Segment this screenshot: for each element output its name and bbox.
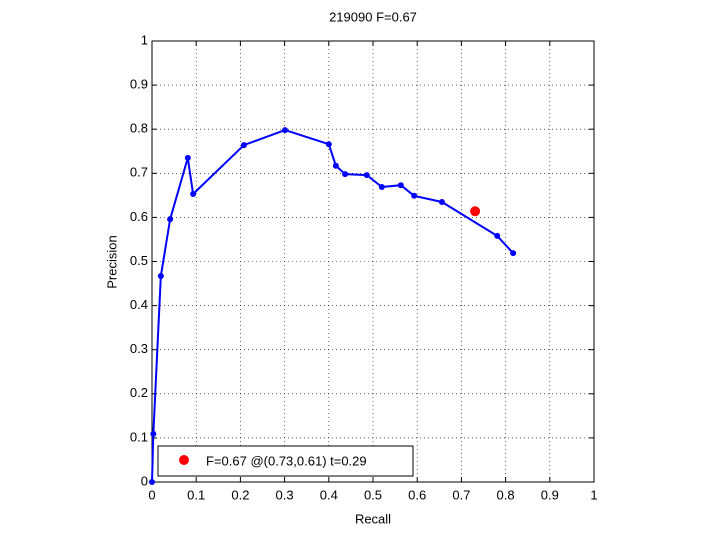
y-tick-label: 1	[141, 32, 148, 47]
x-tick-label: 0.3	[276, 487, 294, 502]
point	[150, 430, 157, 437]
y-tick-label: 0.7	[130, 165, 148, 180]
x-tick-label: 0.6	[408, 487, 426, 502]
x-tick-label: 1	[590, 487, 597, 502]
y-tick-label: 0.6	[130, 209, 148, 224]
x-tick-label: 0.2	[231, 487, 249, 502]
point	[332, 162, 339, 169]
point	[378, 183, 385, 190]
x-axis-label: Recall	[355, 511, 391, 526]
y-axis-label: Precision	[104, 235, 119, 288]
y-tick-label: 0	[141, 473, 148, 488]
x-tick-label: 0.4	[320, 487, 338, 502]
point	[282, 127, 289, 134]
y-tick-label: 0.1	[130, 429, 148, 444]
point	[184, 154, 191, 161]
x-tick-label: 0.8	[497, 487, 515, 502]
point	[190, 191, 197, 198]
point	[149, 479, 155, 485]
point	[342, 171, 349, 178]
x-tick-label: 0.7	[452, 487, 470, 502]
point	[240, 142, 247, 149]
legend-label: F=0.67 @(0.73,0.61) t=0.29	[206, 453, 367, 468]
legend-box	[157, 445, 414, 477]
y-tick-label: 0.3	[130, 341, 148, 356]
point	[325, 141, 332, 148]
y-tick-label: 0.4	[130, 297, 148, 312]
chart-title: 219090 F=0.67	[329, 9, 417, 24]
plot-frame	[151, 40, 595, 483]
x-tick-label: 0.1	[187, 487, 205, 502]
y-tick-label: 0.5	[130, 253, 148, 268]
point	[167, 216, 174, 223]
line	[151, 129, 514, 483]
x-tick-label: 0.9	[541, 487, 559, 502]
point	[438, 198, 445, 205]
point	[411, 192, 418, 199]
point	[157, 273, 164, 280]
legend-marker	[179, 455, 189, 465]
y-tick-label: 0.8	[130, 121, 148, 136]
point	[363, 172, 370, 179]
point	[397, 182, 404, 189]
x-tick-label: 0.5	[364, 487, 382, 502]
x-tick-label: 0	[148, 487, 155, 502]
point	[494, 232, 501, 239]
point	[470, 206, 481, 217]
y-tick-label: 0.9	[130, 77, 148, 92]
y-tick-label: 0.2	[130, 385, 148, 400]
point	[510, 250, 517, 257]
